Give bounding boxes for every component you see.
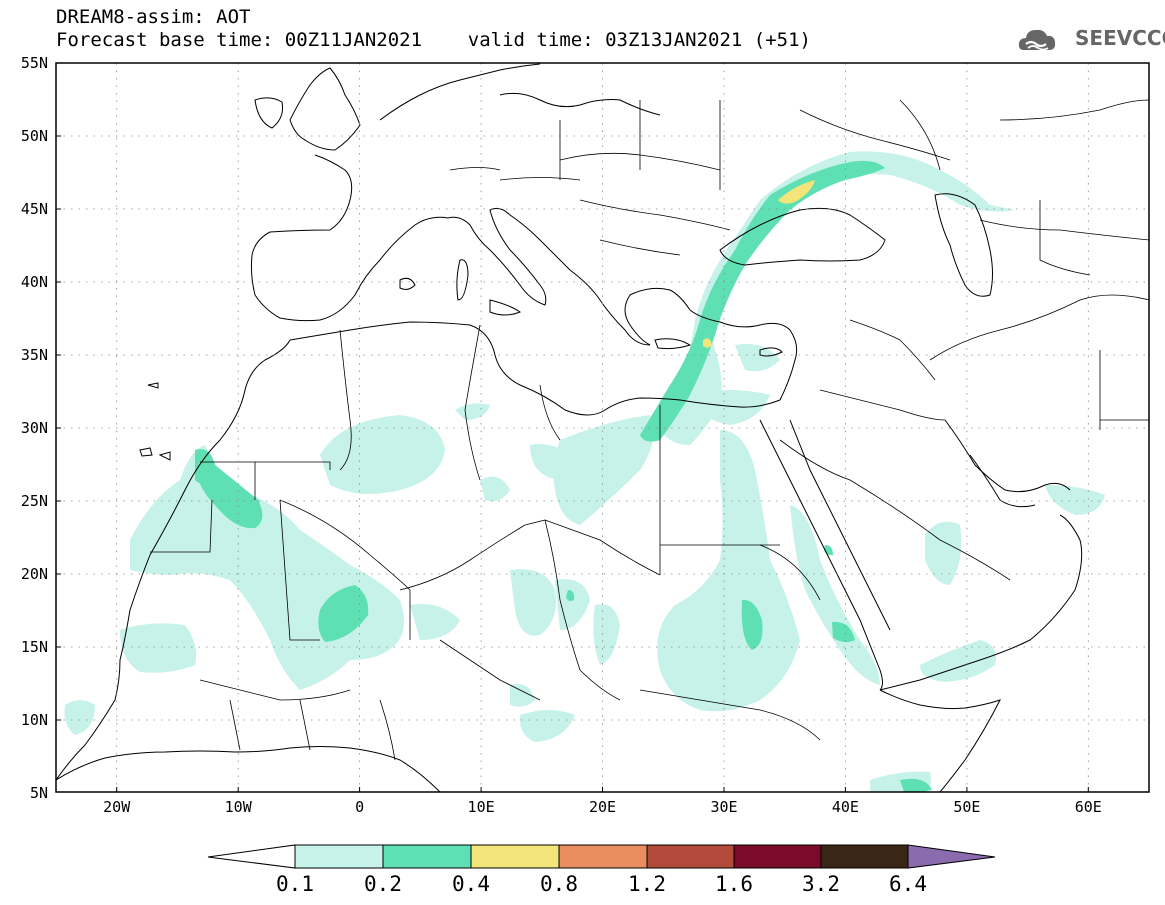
colorbar-swatch xyxy=(294,844,384,869)
lat-label: 55N xyxy=(21,54,48,72)
colorbar-label: 0.4 xyxy=(452,872,490,896)
lat-label: 25N xyxy=(21,492,48,510)
colorbar-swatch xyxy=(733,844,822,869)
lon-label: 40E xyxy=(832,798,859,816)
lon-label: 20W xyxy=(103,798,131,816)
colorbar-swatch xyxy=(646,844,735,869)
aot-area-saudi xyxy=(925,521,962,585)
aot-area-cameroon xyxy=(519,710,575,742)
aot-area-chad-border xyxy=(480,476,510,502)
aot-area-chad-south xyxy=(510,569,556,636)
colorbar-label: 6.4 xyxy=(889,872,927,896)
aot-area-senegal xyxy=(120,623,197,673)
aot-core-w-sahara xyxy=(195,449,263,529)
aot-area-niger xyxy=(410,604,460,640)
colorbar-low-arrow xyxy=(207,844,296,869)
colorbar xyxy=(207,844,996,869)
colorbar-labels: 0.1 0.2 0.4 0.8 1.2 1.6 3.2 6.4 xyxy=(276,872,927,896)
aot-core-morocco xyxy=(195,466,210,484)
aot-core-chad xyxy=(566,590,575,601)
colorbar-swatch xyxy=(382,844,472,869)
lat-label: 15N xyxy=(21,638,48,656)
borders-layer xyxy=(150,99,1149,761)
longitude-labels: 20W 10W 0 10E 20E 30E 40E 50E 60E xyxy=(103,798,1102,816)
aot-area-central-libya xyxy=(530,444,575,479)
lat-label: 35N xyxy=(21,346,48,364)
aot-area-libya-belt xyxy=(553,415,654,525)
cloud-logo-icon xyxy=(1018,29,1056,51)
aot-core-sudan xyxy=(741,599,763,650)
aot-area-black-sea-arc xyxy=(660,151,1015,445)
latitude-labels: 55N 50N 45N 40N 35N 30N 25N 20N 15N 10N … xyxy=(21,54,48,802)
lat-label: 40N xyxy=(21,273,48,291)
tick-marks xyxy=(56,62,1089,792)
aot-area-nigeria xyxy=(510,684,535,707)
aot-area-algeria xyxy=(320,415,445,494)
aot-high-crimea xyxy=(778,180,815,204)
colorbar-label: 1.6 xyxy=(715,872,753,896)
aot-area-oman xyxy=(1045,485,1105,515)
aot-area-sudan-west xyxy=(555,579,590,630)
aot-area-yemen xyxy=(920,640,996,682)
aot-high-crete xyxy=(703,338,712,348)
lon-label: 10W xyxy=(225,798,253,816)
aot-area-darfur xyxy=(593,604,620,665)
aot-area-levant xyxy=(735,344,780,372)
colorbar-swatch xyxy=(470,844,560,869)
lat-label: 5N xyxy=(30,784,48,802)
lat-label: 45N xyxy=(21,200,48,218)
colorbar-swatch xyxy=(820,844,909,869)
colorbar-label: 0.1 xyxy=(276,872,314,896)
aot-area-tunisia-strip xyxy=(455,403,490,420)
lon-label: 20E xyxy=(589,798,616,816)
aot-area-red-sea xyxy=(790,505,880,685)
grid-layer xyxy=(56,63,1149,792)
colorbar-label: 1.2 xyxy=(628,872,666,896)
forecast-time-line: Forecast base time: 00Z11JAN2021 valid t… xyxy=(56,29,811,51)
aot-area-liberia xyxy=(64,700,95,735)
logo-text: SEEVCCC xyxy=(1075,26,1165,50)
lon-label: 60E xyxy=(1075,798,1102,816)
lat-label: 10N xyxy=(21,711,48,729)
colorbar-swatch xyxy=(558,844,648,869)
lon-label: 30E xyxy=(710,798,737,816)
lon-label: 0 xyxy=(355,798,364,816)
aot-core-ethiopia xyxy=(832,621,855,643)
colorbar-high-arrow xyxy=(907,844,996,869)
aot-core-mali xyxy=(318,585,369,642)
aot-area-egypt-coast xyxy=(690,390,770,425)
colorbar-label: 0.2 xyxy=(364,872,402,896)
lat-label: 50N xyxy=(21,127,48,145)
aot-shading-layer xyxy=(64,151,1105,792)
aot-core-black-sea-arc xyxy=(640,160,885,442)
map-title: DREAM8-assim: AOT xyxy=(56,6,251,28)
lat-label: 30N xyxy=(21,419,48,437)
colorbar-label: 3.2 xyxy=(802,872,840,896)
coastlines-layer xyxy=(56,63,1083,792)
lon-label: 50E xyxy=(953,798,980,816)
lon-label: 10E xyxy=(468,798,495,816)
aot-core-somalia xyxy=(900,778,932,792)
colorbar-label: 0.8 xyxy=(540,872,578,896)
aot-area-sudan-nile xyxy=(657,430,800,712)
lat-label: 20N xyxy=(21,565,48,583)
